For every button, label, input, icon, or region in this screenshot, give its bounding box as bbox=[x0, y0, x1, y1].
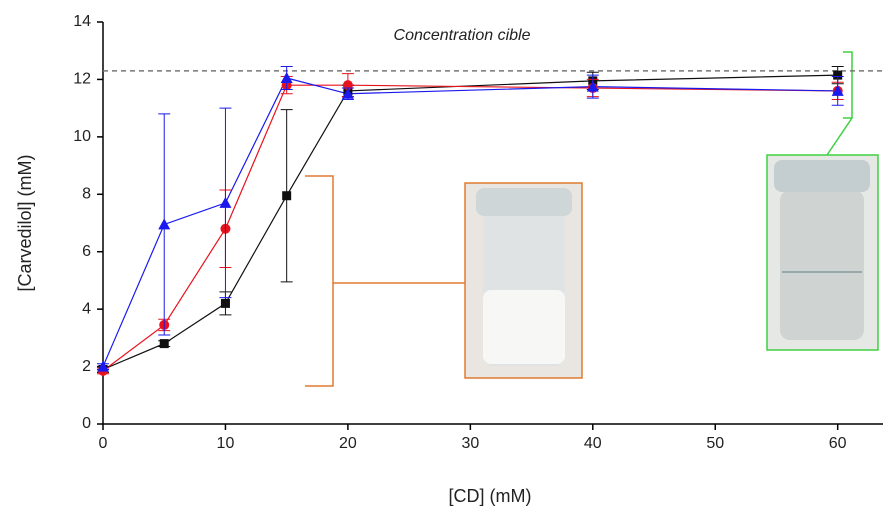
marker bbox=[158, 218, 171, 230]
y-axis-title: [Carvedilol] (mM) bbox=[15, 154, 35, 291]
x-tick-label: 30 bbox=[461, 435, 479, 452]
marker bbox=[831, 84, 844, 96]
marker bbox=[833, 70, 843, 80]
marker bbox=[97, 360, 109, 372]
y-tick-label: 4 bbox=[82, 300, 91, 317]
y-tick-label: 8 bbox=[82, 186, 91, 203]
annotation: Concentration cible bbox=[394, 27, 531, 44]
marker bbox=[341, 87, 354, 99]
marker bbox=[280, 71, 293, 83]
x-tick-label: 0 bbox=[99, 435, 108, 452]
marker bbox=[220, 298, 230, 308]
marker bbox=[282, 191, 292, 201]
y-tick-label: 10 bbox=[73, 128, 91, 145]
x-tick-label: 60 bbox=[829, 435, 847, 452]
x-tick-label: 10 bbox=[217, 435, 235, 452]
x-tick-label: 50 bbox=[706, 435, 724, 452]
bracket bbox=[826, 51, 853, 156]
x-tick-label: 20 bbox=[339, 435, 357, 452]
marker bbox=[219, 196, 232, 208]
photo-turbid bbox=[464, 182, 583, 379]
y-tick-label: 12 bbox=[73, 71, 91, 88]
y-tick-label: 14 bbox=[73, 13, 91, 30]
y-tick-label: 6 bbox=[82, 243, 91, 260]
photo-clear bbox=[766, 154, 879, 351]
marker bbox=[159, 339, 169, 349]
bracket bbox=[305, 175, 465, 387]
marker bbox=[586, 80, 599, 92]
x-axis-title: [CD] (mM) bbox=[449, 486, 532, 506]
y-tick-label: 2 bbox=[82, 358, 91, 375]
y-tick-label: 0 bbox=[82, 415, 91, 432]
x-tick-label: 40 bbox=[584, 435, 602, 452]
